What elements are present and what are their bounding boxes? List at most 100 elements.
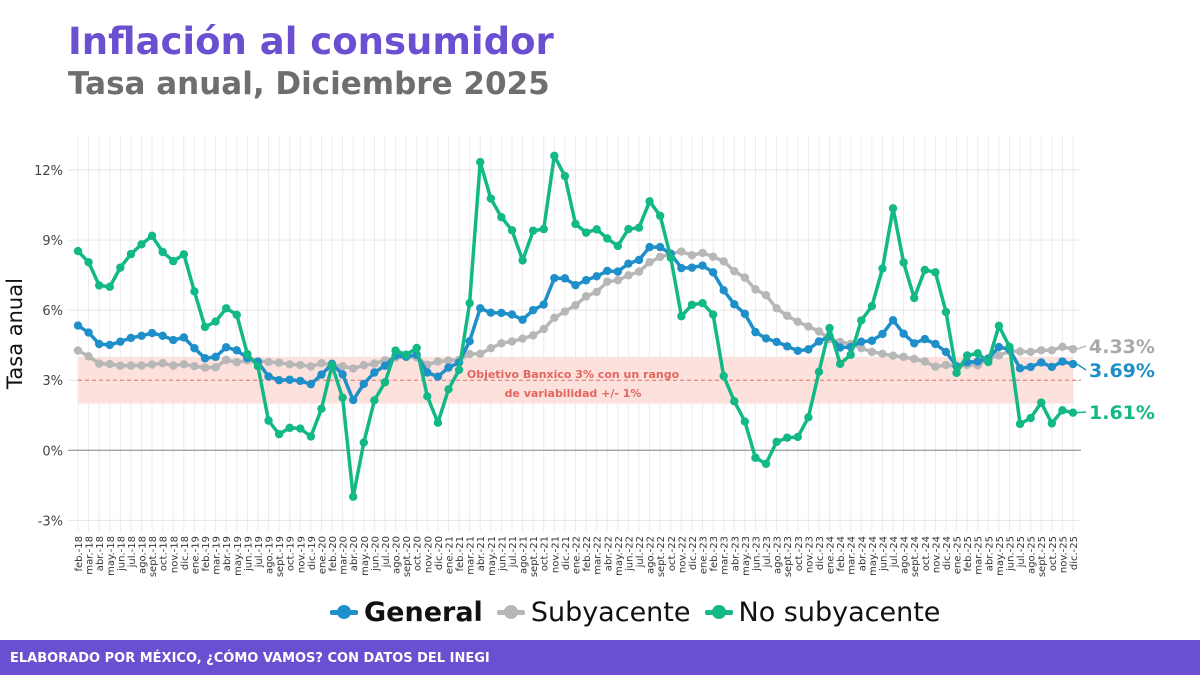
data-point-subyacente — [994, 351, 1004, 360]
data-point-general — [634, 255, 644, 265]
data-point-subyacente — [708, 252, 718, 261]
x-tick-label: sept.-24 — [910, 536, 921, 577]
data-point-general — [1068, 359, 1078, 369]
data-point-general — [84, 328, 93, 337]
data-point-no-subyacente — [274, 429, 284, 439]
x-tick-label: abr.-19 — [222, 536, 233, 571]
data-point-no-subyacente — [571, 219, 580, 229]
data-point-general — [264, 372, 273, 381]
data-point-subyacente — [603, 277, 612, 286]
x-tick-label: ago.-25 — [1027, 536, 1038, 574]
data-point-no-subyacente — [740, 417, 750, 426]
data-point-general — [94, 339, 104, 349]
legend-item-subyacente[interactable]: Subyacente — [496, 597, 691, 628]
x-tick-label: ago.-20 — [392, 536, 403, 574]
data-point-general — [920, 334, 930, 344]
x-tick-label: jul.-21 — [508, 536, 519, 568]
data-point-general — [158, 331, 167, 341]
legend-item-general[interactable]: General — [330, 597, 483, 628]
data-point-no-subyacente — [581, 228, 591, 237]
data-point-general — [550, 273, 559, 283]
data-point-no-subyacente — [888, 204, 898, 213]
y-tick-label: -3% — [38, 514, 63, 529]
data-point-subyacente — [497, 339, 506, 348]
data-point-general — [274, 376, 284, 385]
data-point-no-subyacente — [825, 323, 834, 333]
x-tick-label: abr.-18 — [95, 536, 106, 571]
end-label-general: 3.69% — [1089, 360, 1155, 382]
target-annotation-line2: de variabilidad +/- 1% — [505, 387, 642, 400]
legend-item-no-subyacente[interactable]: No subyacente — [704, 597, 940, 628]
data-point-subyacente — [476, 349, 485, 359]
data-point-general — [655, 242, 665, 252]
x-tick-label: sept.-25 — [1037, 536, 1048, 577]
inflation-line-chart: -3% 0% 3% 6% 9% 12% Objetivo Banxico 3% con un… — [3, 135, 1155, 577]
data-point-no-subyacente — [1005, 342, 1014, 352]
data-point-subyacente — [613, 276, 623, 285]
data-point-subyacente — [634, 267, 644, 276]
data-point-subyacente — [814, 327, 824, 336]
x-tick-label: may.-25 — [995, 536, 1006, 576]
data-point-general — [285, 375, 294, 384]
data-point-subyacente — [1068, 344, 1078, 354]
data-point-subyacente — [751, 285, 760, 294]
x-tick-label: may.-21 — [487, 536, 498, 576]
data-point-no-subyacente — [380, 378, 390, 387]
data-point-general — [740, 309, 750, 319]
data-point-no-subyacente — [454, 365, 464, 375]
data-point-subyacente — [1047, 346, 1057, 355]
data-point-subyacente — [137, 361, 146, 370]
data-point-general — [719, 286, 728, 295]
x-tick-label: dic.-24 — [942, 536, 953, 570]
data-point-general — [867, 336, 877, 345]
data-point-no-subyacente — [285, 423, 294, 433]
x-tick-label: jun.-20 — [370, 536, 381, 572]
data-point-subyacente — [677, 247, 686, 256]
data-point-no-subyacente — [528, 226, 538, 235]
data-point-general — [571, 280, 580, 290]
data-point-general — [179, 333, 189, 342]
data-point-general — [1047, 362, 1057, 372]
data-point-general — [730, 300, 739, 309]
x-tick-label: may.-20 — [360, 536, 371, 576]
data-point-subyacente — [126, 361, 136, 370]
data-point-subyacente — [878, 349, 887, 359]
data-point-subyacente — [687, 251, 697, 260]
end-label-subyacente: 4.33% — [1089, 336, 1155, 358]
x-tick-label: nov.-23 — [804, 536, 815, 573]
data-point-subyacente — [920, 357, 930, 366]
data-point-general — [296, 376, 305, 386]
data-point-no-subyacente — [296, 424, 305, 433]
data-point-no-subyacente — [560, 171, 570, 181]
data-point-general — [190, 344, 199, 353]
data-point-general — [994, 342, 1004, 352]
data-point-no-subyacente — [116, 263, 125, 272]
data-point-no-subyacente — [147, 231, 157, 241]
data-point-general — [380, 361, 390, 370]
data-point-no-subyacente — [867, 301, 877, 311]
data-point-no-subyacente — [370, 396, 379, 405]
x-tick-label: mar.-22 — [593, 536, 604, 575]
x-tick-label: abr.-25 — [984, 536, 995, 571]
data-point-general — [349, 395, 358, 405]
x-tick-label: ene.-22 — [572, 536, 583, 574]
data-point-no-subyacente — [645, 197, 654, 206]
data-point-subyacente — [867, 347, 877, 357]
data-point-no-subyacente — [751, 453, 760, 462]
x-tick-label: jul.-25 — [1016, 536, 1027, 568]
data-point-subyacente — [232, 358, 241, 367]
x-tick-label: sept.-19 — [275, 536, 286, 577]
data-point-general — [221, 343, 231, 352]
data-point-no-subyacente — [1058, 406, 1067, 415]
data-point-no-subyacente — [783, 433, 792, 442]
data-point-no-subyacente — [243, 349, 252, 359]
data-point-subyacente — [888, 351, 898, 360]
data-point-no-subyacente — [1015, 419, 1025, 429]
data-point-no-subyacente — [846, 350, 855, 359]
data-point-subyacente — [740, 273, 750, 282]
data-point-general — [941, 347, 951, 357]
data-point-no-subyacente — [920, 265, 930, 275]
x-tick-label: feb.-20 — [328, 536, 339, 572]
x-tick-label: sept.-23 — [783, 536, 794, 577]
data-point-subyacente — [1015, 347, 1025, 356]
